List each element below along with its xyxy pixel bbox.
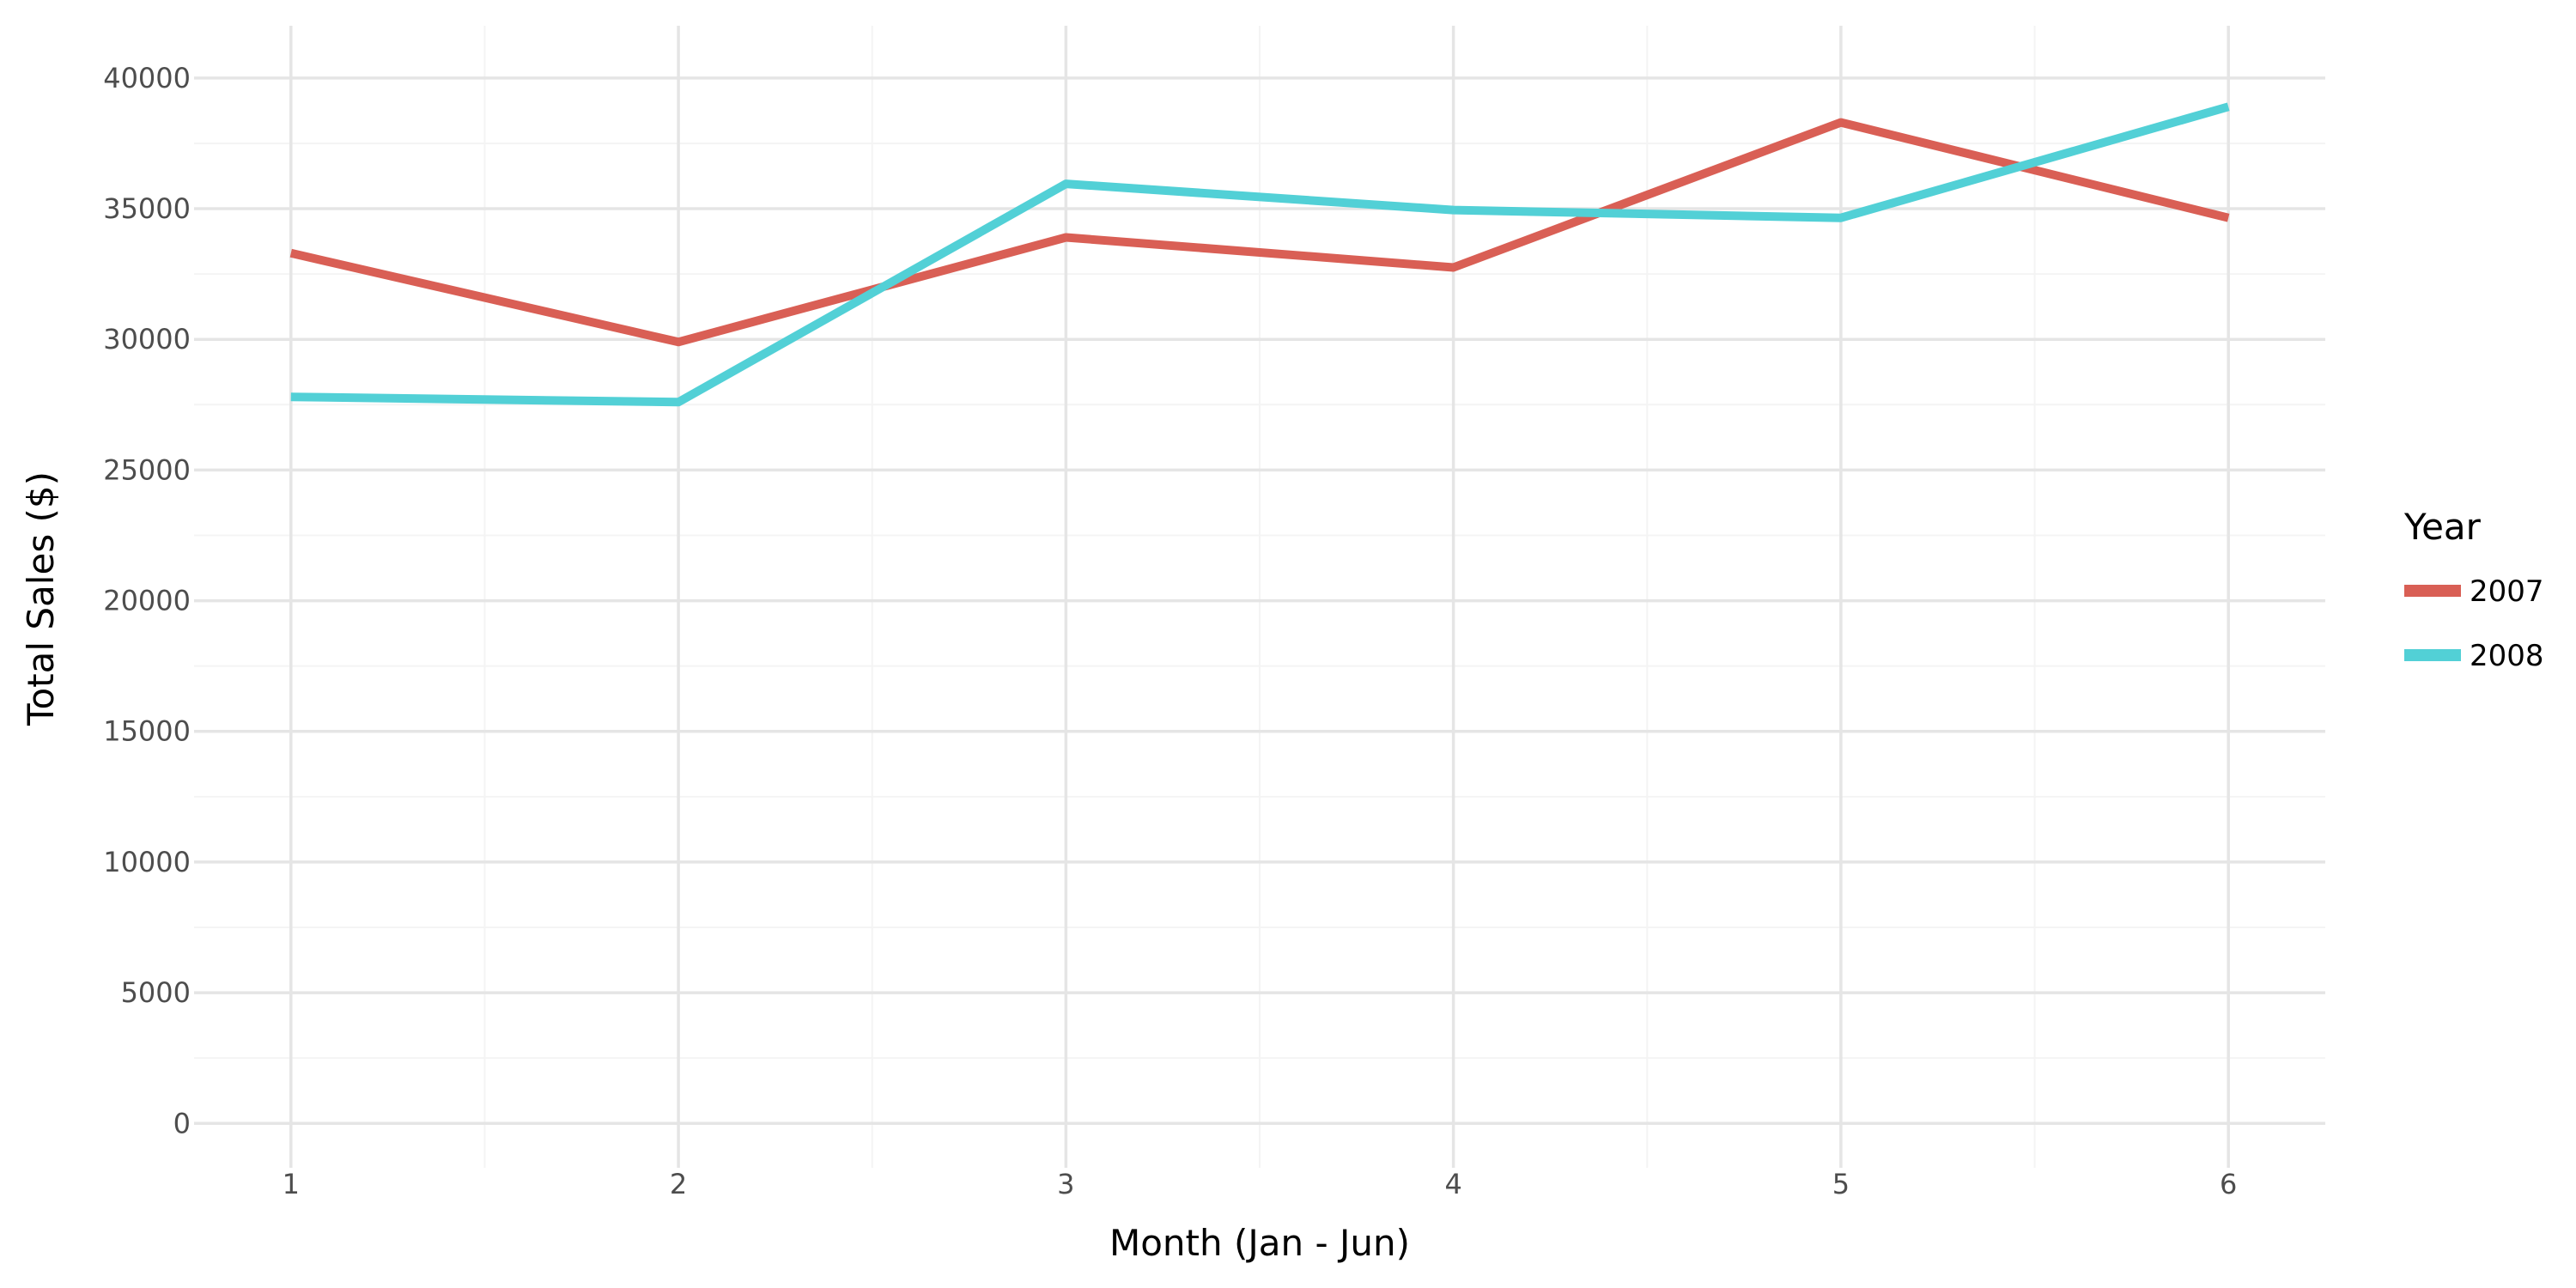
x-tick-label: 2: [670, 1168, 687, 1200]
x-tick-label: 1: [283, 1168, 300, 1200]
y-tick-label: 25000: [103, 453, 191, 486]
x-axis-title: Month (Jan - Jun): [1109, 1222, 1410, 1264]
x-axis-ticks: 1 2 3 4 5 6: [283, 1168, 2238, 1200]
legend: Year 2007 2008: [2403, 506, 2544, 673]
legend-title: Year: [2403, 506, 2482, 548]
y-tick-label: 0: [173, 1107, 191, 1139]
x-tick-label: 6: [2220, 1168, 2237, 1200]
y-tick-label: 30000: [103, 323, 191, 355]
legend-items: 2007 2008: [2404, 574, 2544, 673]
x-tick-label: 3: [1057, 1168, 1074, 1200]
x-tick-label: 5: [1832, 1168, 1850, 1200]
y-tick-label: 5000: [121, 976, 191, 1009]
y-tick-label: 40000: [103, 62, 191, 94]
y-tick-label: 15000: [103, 715, 191, 748]
series-line-2007: [289, 118, 2230, 347]
y-tick-label: 35000: [103, 192, 191, 225]
legend-label-2008: 2008: [2470, 639, 2544, 673]
y-tick-label: 20000: [103, 585, 191, 617]
x-tick-label: 4: [1444, 1168, 1461, 1200]
y-axis-ticks: 0 5000 10000 15000 20000 25000 30000 35000 40000: [103, 62, 191, 1139]
y-tick-label: 10000: [103, 846, 191, 878]
y-axis-title: Total Sales ($): [20, 471, 62, 726]
series-lines: [289, 102, 2230, 407]
series-line-2008: [290, 102, 2230, 407]
legend-label-2007: 2007: [2470, 574, 2544, 609]
